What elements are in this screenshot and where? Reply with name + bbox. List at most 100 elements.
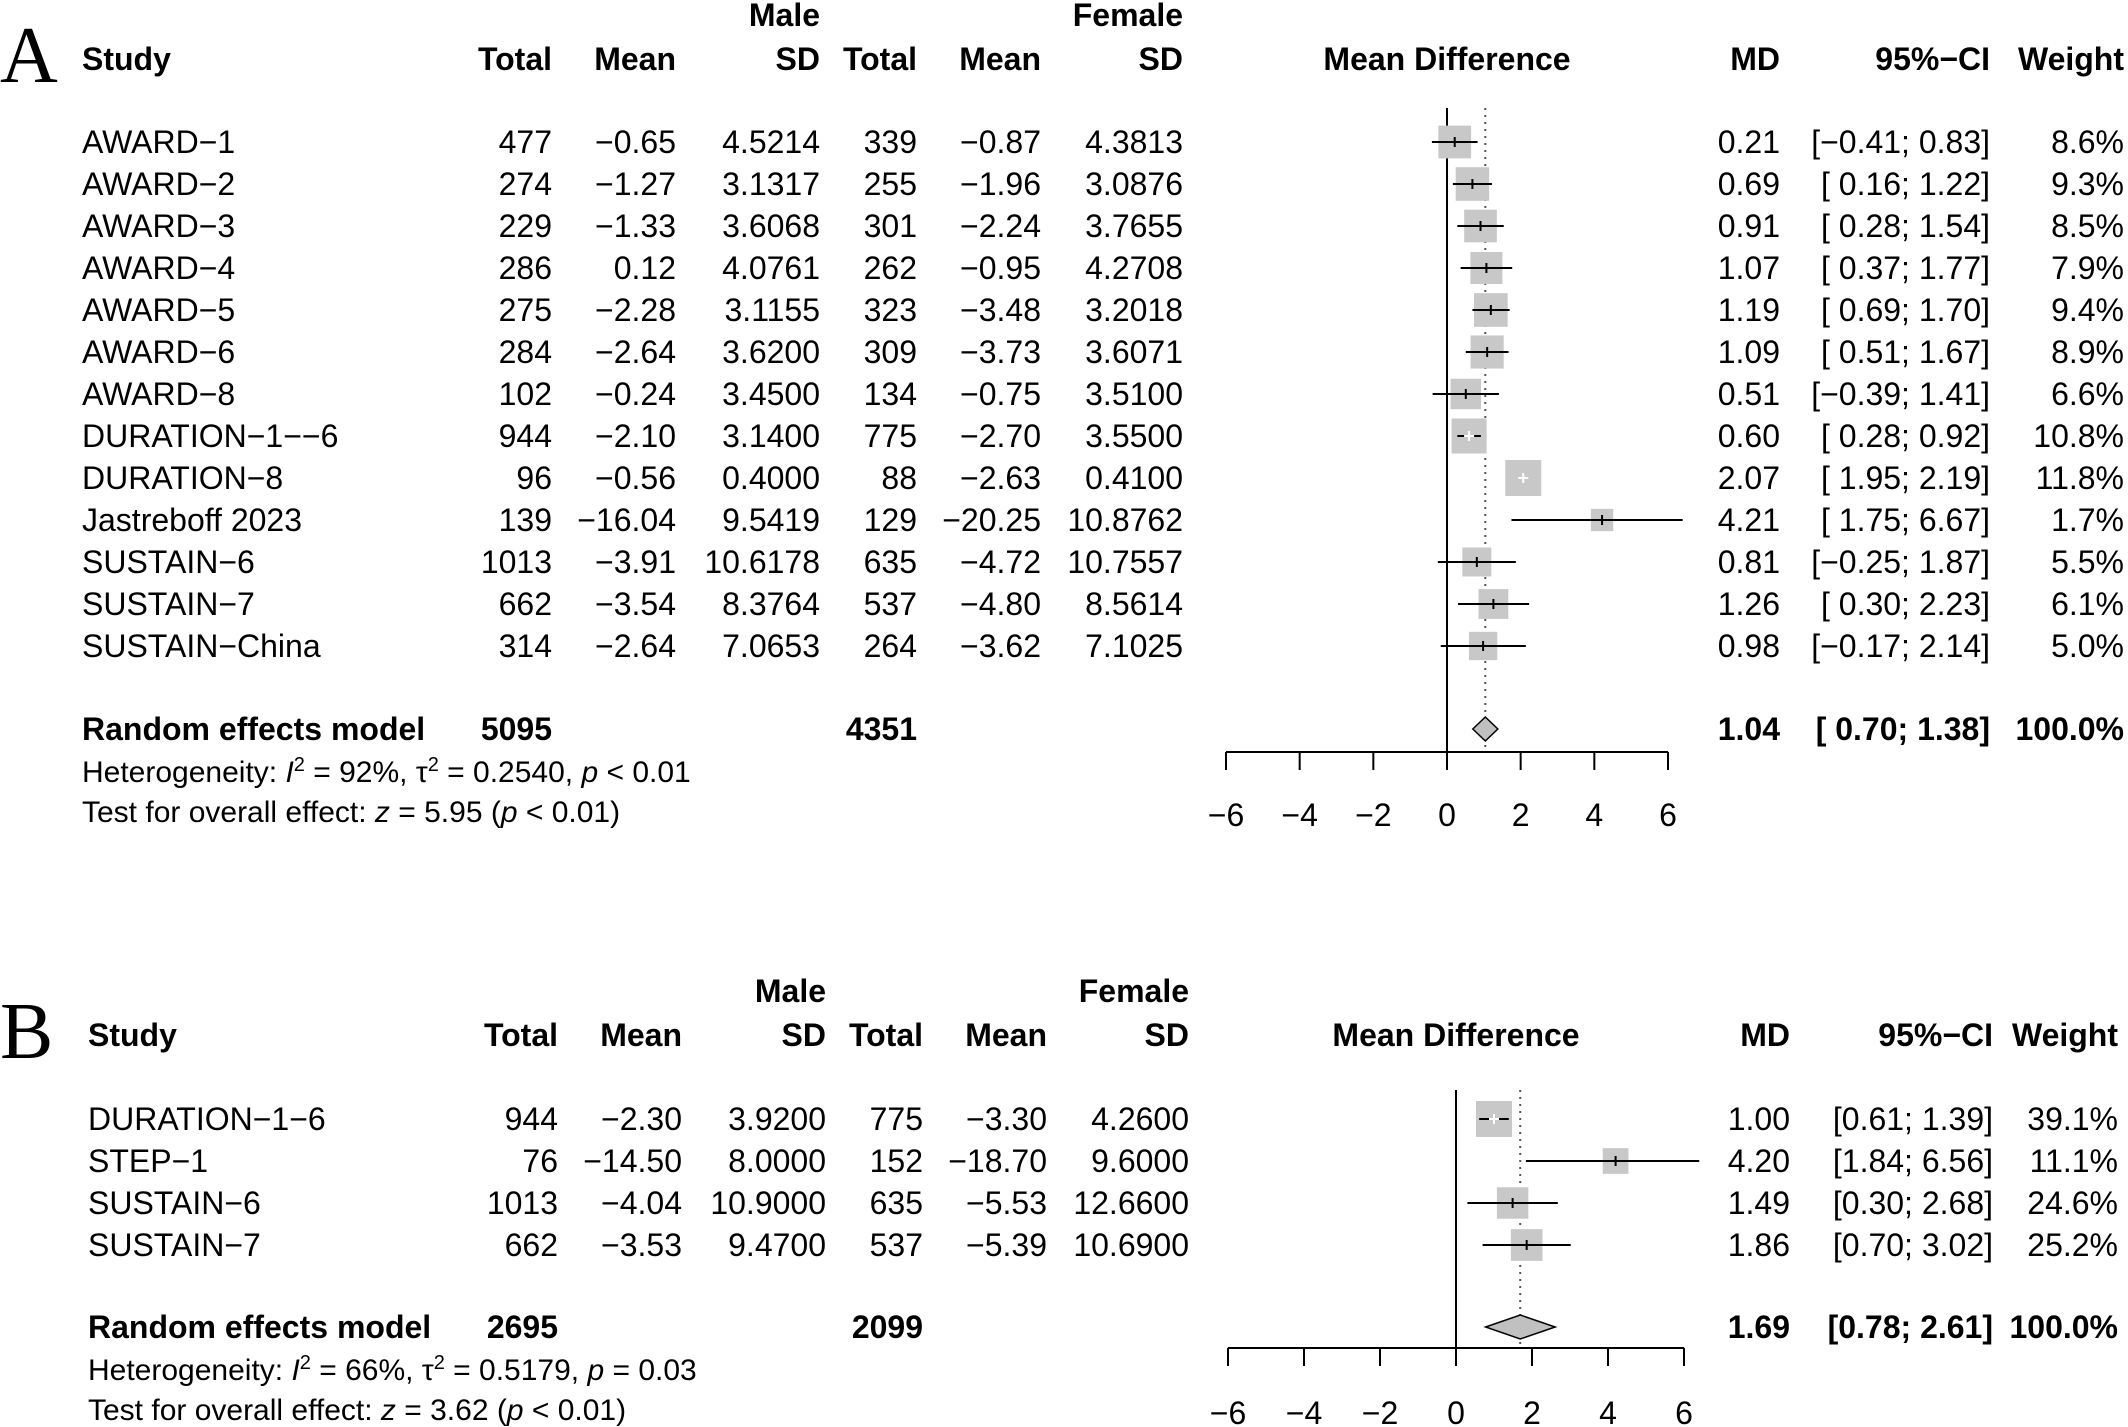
ci-value: [ 1.75; 6.67] (1821, 502, 1990, 538)
i2-superscript: 2 (294, 754, 305, 776)
study-row: SUSTAIN−7 662 −3.54 8.3764 537 −4.80 8.5614 1.2… (82, 586, 2124, 622)
md-value: 1.26 (1718, 586, 1780, 622)
study-row: AWARD−5 275 −2.28 3.1155 323 −3.48 3.2018 1.19 [… (82, 292, 2124, 328)
study-name: DURATION−1−6 (88, 1101, 326, 1137)
md-value: 1.09 (1718, 334, 1780, 370)
female-total: 537 (864, 586, 917, 622)
female-sd: 9.6000 (1091, 1143, 1189, 1179)
group1-header: Male (749, 0, 820, 33)
paren-close: ) (610, 796, 620, 829)
i2-value: 92% (339, 756, 399, 789)
z-equals: = (390, 796, 424, 829)
study-name: AWARD−3 (82, 208, 235, 244)
study-row: SUSTAIN−6 1013 −4.04 10.9000 635 −5.53 12.6600… (88, 1185, 2118, 1221)
weight-col-header: Weight (2012, 1017, 2118, 1053)
male-sd: 10.9000 (710, 1185, 826, 1221)
pooled-female-total: 4351 (846, 711, 917, 747)
ov-space (524, 1394, 532, 1427)
group2-header: Female (1073, 0, 1183, 33)
weight-value: 11.8% (2036, 460, 2124, 496)
female-total: 309 (864, 334, 917, 370)
group1-header: Male (755, 973, 826, 1009)
female-sd: 3.0876 (1085, 166, 1183, 202)
pooled-diamond (1471, 715, 1499, 743)
male-mean: −1.27 (595, 166, 676, 202)
weight-value: 1.7% (2051, 502, 2124, 538)
md-value: 0.21 (1718, 124, 1780, 160)
male-sd: 4.0761 (722, 250, 820, 286)
female-sd: 8.5614 (1085, 586, 1183, 622)
pooled-weight: 100.0% (2015, 711, 2124, 747)
p-symbol: p (500, 796, 518, 829)
ci-value: [ 1.95; 2.19] (1821, 460, 1990, 496)
ci-value: [−0.41; 0.83] (1811, 124, 1990, 160)
pooled-male-total: 5095 (481, 711, 552, 747)
female-sd: 0.4100 (1085, 460, 1183, 496)
male-mean: 0.12 (614, 250, 676, 286)
ci-col-header: 95%−CI (1875, 41, 1990, 77)
pooled-md: 1.69 (1728, 1309, 1790, 1345)
overall-prefix: Test for overall effect: (88, 1394, 381, 1427)
x-axis-tick-label: −2 (1362, 1395, 1398, 1427)
study-row: SUSTAIN−7 662 −3.53 9.4700 537 −5.39 10.6900 1.… (88, 1227, 2118, 1263)
x-axis-tick-label: −6 (1208, 797, 1244, 833)
het-sep: , (571, 1354, 588, 1387)
md-value: 1.19 (1718, 292, 1780, 328)
z-symbol: z (374, 796, 390, 829)
study-name: Jastreboff 2023 (82, 502, 302, 538)
male-sd-header: SD (776, 41, 820, 77)
weight-value: 39.1% (2027, 1101, 2118, 1137)
ci-value: [0.61; 1.39] (1833, 1101, 1993, 1137)
male-total: 662 (499, 586, 552, 622)
female-total: 264 (864, 628, 917, 664)
male-mean: −4.04 (601, 1185, 682, 1221)
paren-open: ( (483, 796, 501, 829)
weight-value: 6.1% (2051, 586, 2124, 622)
weight-value: 25.2% (2027, 1227, 2118, 1263)
female-total-header: Total (849, 1017, 923, 1053)
female-sd: 4.2600 (1091, 1101, 1189, 1137)
female-mean: −4.80 (960, 586, 1041, 622)
x-axis-tick-label: 2 (1523, 1395, 1541, 1427)
male-total: 284 (499, 334, 552, 370)
heterogeneity-text: Heterogeneity: I2 = 66%, τ2 = 0.5179, p … (88, 1352, 697, 1387)
x-axis-tick-label: −2 (1355, 797, 1391, 833)
female-mean: −2.63 (960, 460, 1041, 496)
forest-panel-a: A Male Female Study Total Mean SD Total Mean SD Me… (0, 0, 2124, 833)
male-sd: 7.0653 (722, 628, 820, 664)
female-sd: 4.2708 (1085, 250, 1183, 286)
ci-value: [0.30; 2.68] (1833, 1185, 1993, 1221)
ci-value: [ 0.16; 1.22] (1821, 166, 1990, 202)
i2-equals: = (305, 756, 339, 789)
tau2-equals: = (445, 1354, 479, 1387)
weight-value: 7.9% (2051, 250, 2124, 286)
group2-header: Female (1079, 973, 1189, 1009)
x-axis-tick-label: 6 (1659, 797, 1677, 833)
male-mean: −2.64 (595, 334, 676, 370)
male-total: 229 (499, 208, 552, 244)
study-name: SUSTAIN−7 (88, 1227, 261, 1263)
x-axis-tick-label: 2 (1512, 797, 1530, 833)
male-mean: −3.54 (595, 586, 676, 622)
tau2-equals: = (439, 756, 473, 789)
overall-effect-text: Test for overall effect: z = 5.95 (p < 0… (82, 796, 620, 829)
male-sd: 9.5419 (722, 502, 820, 538)
female-mean-header: Mean (959, 41, 1041, 77)
weight-value: 9.3% (2051, 166, 2124, 202)
pooled-female-total: 2099 (852, 1309, 923, 1345)
i2-value: 66% (345, 1354, 405, 1387)
male-total: 944 (505, 1101, 558, 1137)
x-axis-tick-label: −4 (1286, 1395, 1322, 1427)
tau-symbol: , τ (399, 756, 428, 789)
heterogeneity-text: Heterogeneity: I2 = 92%, τ2 = 0.2540, p … (82, 754, 691, 789)
x-axis-tick-label: 4 (1599, 1395, 1617, 1427)
male-sd-header: SD (782, 1017, 826, 1053)
female-total: 255 (864, 166, 917, 202)
female-total: 537 (870, 1227, 923, 1263)
female-total: 262 (864, 250, 917, 286)
z-equals: = (396, 1394, 430, 1427)
male-mean: −0.56 (595, 460, 676, 496)
study-name: SUSTAIN−6 (82, 544, 255, 580)
tau2-superscript: 2 (434, 1352, 445, 1374)
